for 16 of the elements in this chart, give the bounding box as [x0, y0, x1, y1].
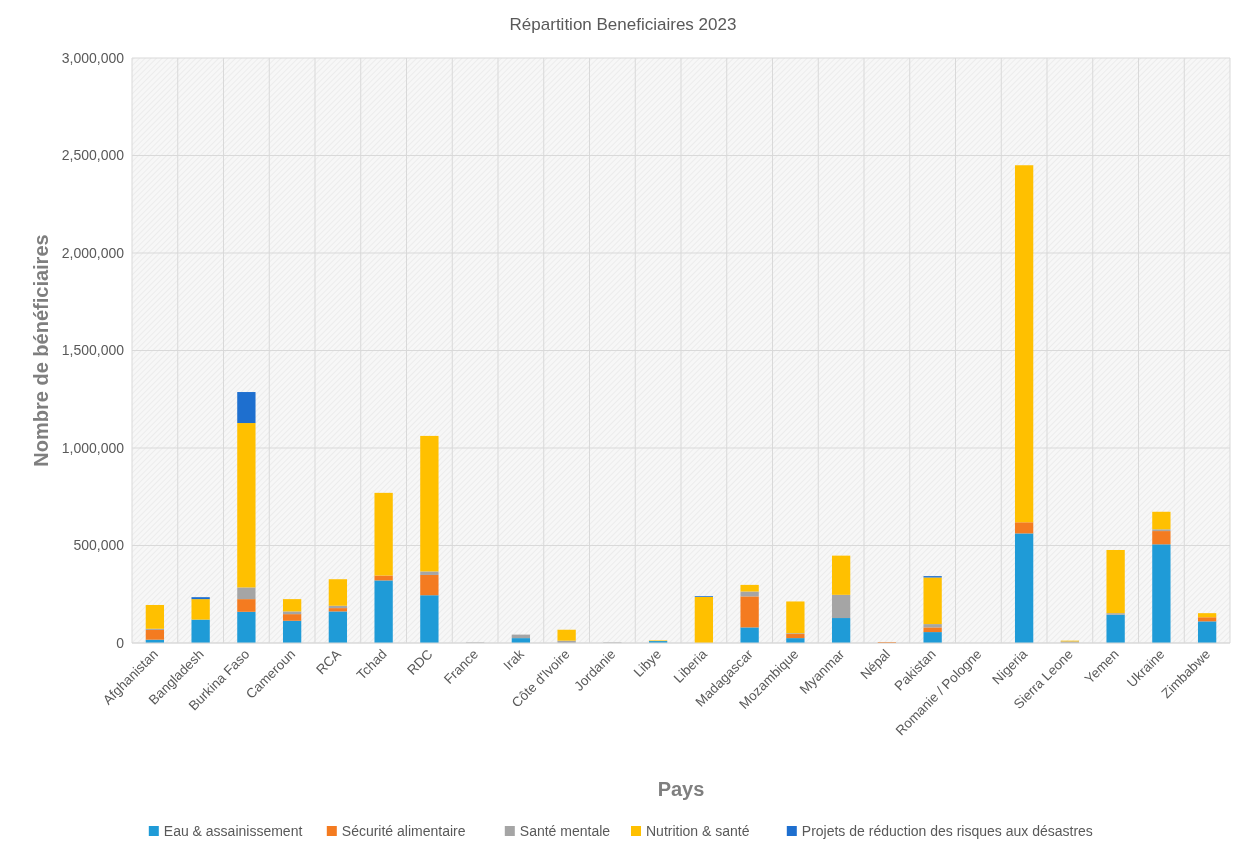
- y-tick-label: 500,000: [73, 537, 125, 554]
- legend-label: Projets de réduction des risques aux désastres: [801, 823, 1093, 839]
- x-axis-title: Pays: [657, 778, 705, 800]
- y-axis-title: Nombre de bénéficiaires: [30, 234, 52, 467]
- legend-label: Eau & assainissement: [163, 823, 303, 839]
- legend-label: Nutrition & santé: [646, 823, 750, 839]
- y-tick-label: 2,000,000: [61, 244, 125, 261]
- y-tick-label: 0: [116, 634, 125, 651]
- legend-label: Sécurité alimentaire: [341, 823, 466, 839]
- y-tick-label: 1,500,000: [61, 342, 125, 359]
- y-tick-label: 3,000,000: [61, 49, 125, 66]
- y-tick-label: 2,500,000: [61, 147, 125, 164]
- legend-label: Santé mentale: [519, 823, 611, 839]
- y-tick-label: 1,000,000: [61, 439, 125, 456]
- x-tick-label: Irak: [500, 646, 528, 674]
- chart-title: Répartition Beneficiaires 2023: [509, 15, 737, 34]
